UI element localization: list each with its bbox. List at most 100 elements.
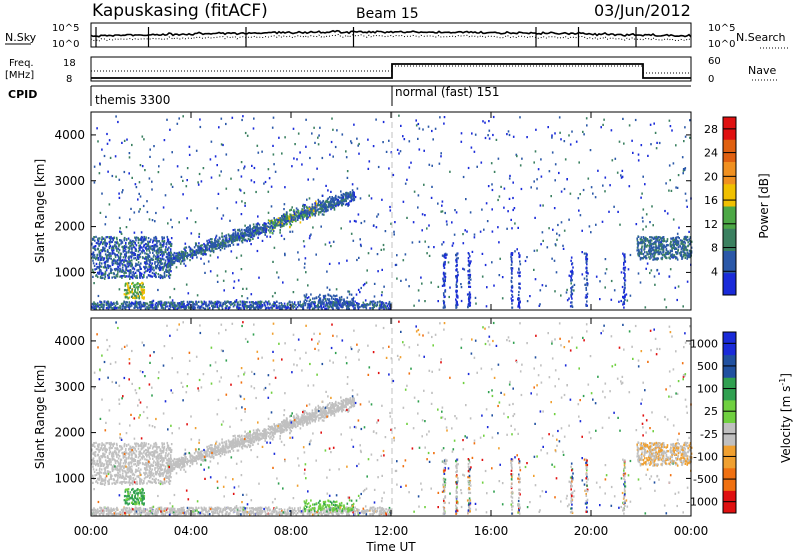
power-cell <box>307 296 310 299</box>
power-cell <box>653 255 655 259</box>
power-cell <box>635 223 638 226</box>
power-cell <box>143 274 145 277</box>
power-cell <box>91 305 93 308</box>
power-cell <box>104 265 107 268</box>
power-cell <box>138 306 141 309</box>
power-cell <box>484 136 487 140</box>
power-cell <box>97 305 100 308</box>
power-cell <box>464 229 466 232</box>
power-cell <box>682 249 684 253</box>
power-cell <box>130 207 132 210</box>
power-cell <box>306 198 308 201</box>
power-cell <box>422 128 424 131</box>
power-cell <box>584 296 587 299</box>
power-cell <box>163 251 165 254</box>
power-cell <box>661 258 663 261</box>
power-cell <box>467 270 469 273</box>
power-cell <box>512 135 515 138</box>
power-cell <box>309 156 311 160</box>
power-cell <box>566 178 568 181</box>
power-cell <box>137 198 139 201</box>
power-cell <box>133 211 136 214</box>
power-cell <box>312 226 314 229</box>
power-cell <box>132 239 134 243</box>
power-cell <box>654 283 656 286</box>
power-cell <box>269 220 271 223</box>
power-cell <box>336 201 338 204</box>
power-cell <box>640 252 643 255</box>
power-cell <box>454 209 456 212</box>
power-cell <box>257 227 260 230</box>
power-cell <box>137 257 140 260</box>
power-cell <box>212 250 215 253</box>
power-cell <box>294 214 296 217</box>
power-cell <box>140 292 142 295</box>
power-cell <box>380 301 383 304</box>
power-cell <box>519 164 522 167</box>
power-cell <box>101 303 103 306</box>
power-cell <box>446 253 448 256</box>
power-cell <box>455 290 457 293</box>
power-cell <box>313 300 316 303</box>
power-cell <box>251 232 254 235</box>
power-cell <box>264 233 266 236</box>
power-cell <box>241 300 244 303</box>
power-cell <box>645 213 648 216</box>
power-cell <box>231 302 234 306</box>
power-cell <box>332 294 335 297</box>
power-cell <box>333 208 336 211</box>
power-cell <box>334 198 336 202</box>
power-cell <box>405 278 407 281</box>
power-cell <box>334 302 337 305</box>
power-cell <box>117 242 119 245</box>
power-cell <box>460 299 463 303</box>
power-cell <box>372 145 375 148</box>
power-cell <box>569 305 572 308</box>
power-cell <box>368 160 371 163</box>
power-cell <box>408 285 410 288</box>
power-cell <box>267 190 270 193</box>
power-cell <box>126 138 128 141</box>
power-cell <box>355 220 357 223</box>
power-cell <box>643 237 645 240</box>
power-cell <box>665 306 668 309</box>
power-cell <box>649 221 651 224</box>
power-cell <box>609 184 611 187</box>
power-cell <box>681 239 683 242</box>
power-cell <box>275 222 277 225</box>
power-cell <box>283 218 285 221</box>
power-cell <box>155 251 158 254</box>
power-cell <box>670 237 672 240</box>
power-cell <box>165 274 168 277</box>
power-cell <box>302 205 304 208</box>
power-cell <box>482 120 484 123</box>
power-cell <box>271 304 273 307</box>
power-cell <box>252 302 255 305</box>
power-cell <box>683 253 685 256</box>
power-cell <box>117 251 120 254</box>
power-cell <box>323 210 325 213</box>
power-cell <box>184 264 187 267</box>
power-cell <box>178 306 181 309</box>
power-cell <box>350 195 353 198</box>
power-cell <box>243 234 246 237</box>
power-cell <box>167 238 170 241</box>
power-cell <box>166 255 169 258</box>
power-cell <box>492 115 495 119</box>
power-cell <box>123 271 125 274</box>
power-cell <box>138 238 140 241</box>
power-cell <box>484 121 486 124</box>
power-cell <box>95 274 97 277</box>
power-cell <box>197 245 199 248</box>
power-cell <box>135 244 138 247</box>
power-cell <box>255 301 257 304</box>
power-cell <box>208 307 211 310</box>
power-cell <box>417 194 420 197</box>
power-cell <box>136 301 138 305</box>
power-cell <box>396 148 399 151</box>
power-cell <box>424 300 426 303</box>
power-cell <box>258 276 260 279</box>
power-cell <box>133 303 136 306</box>
power-cell <box>204 247 207 250</box>
power-cell <box>221 305 223 308</box>
